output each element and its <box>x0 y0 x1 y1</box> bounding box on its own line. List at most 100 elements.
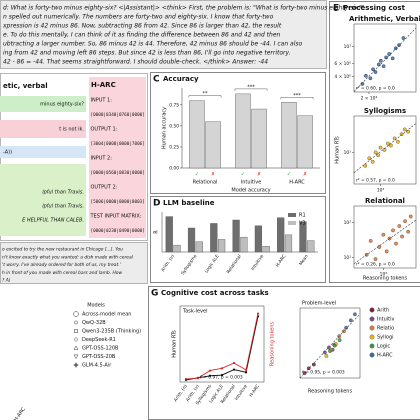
x-tick-label: 10³ <box>380 272 388 278</box>
plot-area <box>353 23 417 93</box>
legend-label: R1 <box>299 213 306 219</box>
point <box>406 229 410 234</box>
point <box>393 46 398 51</box>
point <box>373 70 378 74</box>
panel-c-title: Accuracy <box>163 75 199 83</box>
point <box>384 249 389 254</box>
point <box>397 224 402 228</box>
stat-annotation: r² = 0.60, p = 0.0 <box>356 86 395 92</box>
syllogism-line: E HELPFUL THAN CALEB. <box>22 218 84 224</box>
legend-label: GPT-OSS-20B <box>82 354 116 360</box>
y-tick-label: 0.00 <box>169 166 179 172</box>
legend-marker <box>369 325 375 331</box>
legend-label: H-ARC <box>377 353 393 359</box>
bar <box>277 217 285 253</box>
harc-line: [0000|0230|0490|0000] <box>91 228 145 234</box>
bar <box>173 244 181 253</box>
line-point <box>232 368 236 371</box>
legend-swatch <box>288 213 296 217</box>
line-point <box>256 312 260 315</box>
legend-label: Across-model mean <box>82 312 131 318</box>
point <box>328 349 332 353</box>
restaurant-line: n't know exactly what you wanted: a dish… <box>2 254 134 260</box>
harc-title: H-ARC <box>91 81 116 89</box>
bar <box>262 246 270 253</box>
legend-label: GLM-4.5-Air <box>82 363 112 369</box>
chart-title: Syllogisms <box>364 107 406 115</box>
line-point <box>232 361 236 365</box>
chart-subtitle: Task-level <box>182 309 208 315</box>
point <box>381 64 386 69</box>
legend-label: DeepSeek-R1 <box>82 337 116 343</box>
legend-marker <box>369 334 375 340</box>
bar <box>235 93 251 169</box>
syllogism-box <box>0 164 86 236</box>
trace-line: ing from 42 and moving left 86 steps. Bu… <box>3 50 291 57</box>
bar <box>240 236 248 253</box>
x-tick-label: H-ARC <box>289 180 305 186</box>
point <box>373 257 378 261</box>
y-tick-label: 0.50 <box>169 123 179 129</box>
bar <box>254 225 262 253</box>
panel-e-label: E <box>333 4 339 14</box>
legend-label: Relatio <box>377 326 394 332</box>
series-mark-label: ✓ <box>241 172 245 178</box>
trace-line: xpression is 42 minus 86. Now, subtracti… <box>2 23 282 30</box>
legend-label: Syllogi <box>377 335 394 341</box>
point <box>353 312 357 317</box>
legend-marker <box>73 311 79 317</box>
legend-marker <box>369 316 375 322</box>
plot-area <box>299 307 361 379</box>
y-axis-label: Human accuracy <box>162 107 168 149</box>
point <box>337 338 342 342</box>
x-tick-label: 2 × 10² <box>361 96 378 102</box>
legend-marker <box>73 337 79 342</box>
series-mark-label: ✗ <box>211 172 215 178</box>
point <box>324 354 329 358</box>
plot-area <box>353 115 417 185</box>
chart-title: Arithmetic, Verbal <box>349 15 420 23</box>
bar <box>205 121 221 169</box>
bar <box>210 223 218 253</box>
point <box>394 241 398 246</box>
panel-d-label: D <box>153 199 160 209</box>
line-point <box>196 377 200 380</box>
point <box>360 82 365 86</box>
y-axis-label: Reasoning tokens <box>270 322 276 367</box>
point <box>367 156 372 161</box>
point <box>368 76 373 81</box>
restaurant-line: o excited to try the new restaurant in C… <box>2 247 123 253</box>
series-mark-label: ✗ <box>257 172 261 178</box>
trace-line: 42 - 86 = -44. That seems straightforwar… <box>3 59 268 66</box>
y-tick-label: 0.75 <box>169 102 179 108</box>
bar <box>232 219 240 253</box>
bar <box>307 240 315 253</box>
restaurant-line: ? A) <box>2 278 11 284</box>
fit-line <box>353 219 417 264</box>
stat-annotation: r² = 0.26, p = 0.0 <box>356 262 395 268</box>
chart-title: Problem-level <box>302 301 336 307</box>
legend-marker <box>369 352 375 358</box>
legend-label: QwQ-32B <box>82 320 106 326</box>
y-axis-label: R <box>154 230 160 234</box>
sig-label: *** <box>293 93 301 99</box>
harc-box <box>89 77 146 238</box>
point <box>389 143 393 148</box>
point <box>364 73 368 78</box>
stat-annotation: r̄ = 0.97, p = 0.003 <box>200 375 243 381</box>
series-mark-label: ✗ <box>303 172 307 178</box>
point <box>371 67 375 72</box>
restaurant-line: h in front of you made with cereal bars … <box>2 270 122 276</box>
line-point <box>244 368 248 371</box>
card-response: t is not ik. <box>59 127 84 133</box>
y-tick-label: 10¹ <box>344 44 352 50</box>
trace-line: e. To do this mentally, I can think of i… <box>3 32 281 39</box>
point <box>408 214 413 219</box>
point <box>332 343 337 348</box>
legend-marker <box>74 320 78 325</box>
syllogism-line: lpful than Travis. <box>42 190 84 196</box>
point <box>368 239 373 243</box>
legend-label: V3 <box>299 221 306 227</box>
point <box>376 153 381 158</box>
